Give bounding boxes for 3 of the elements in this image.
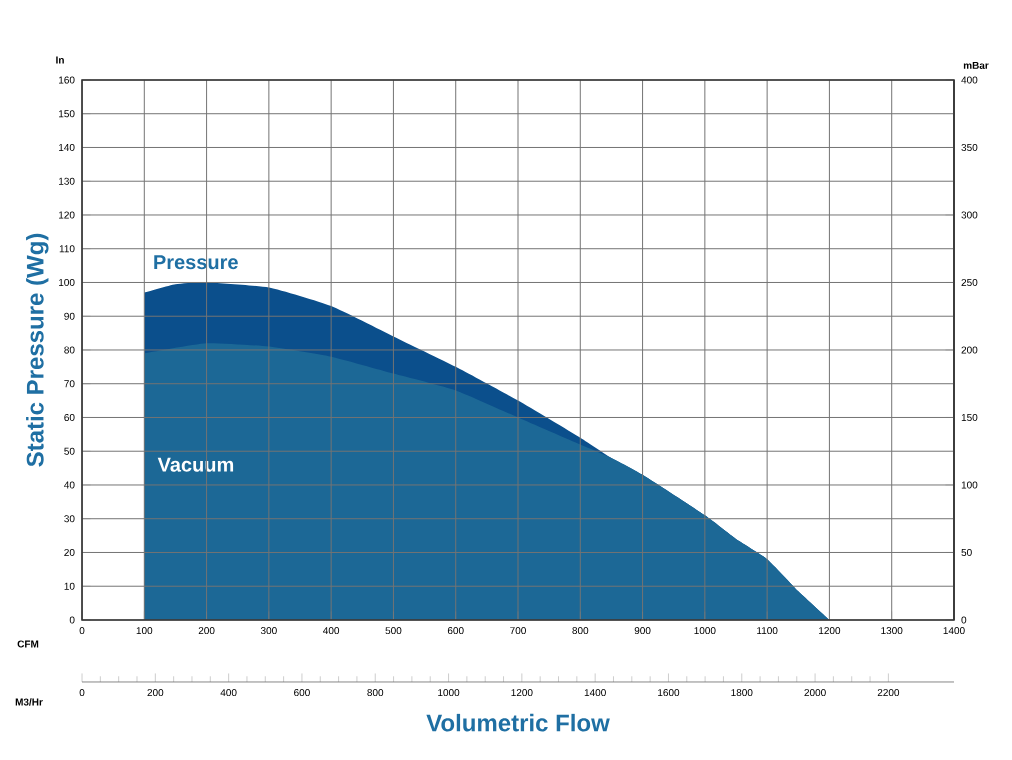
series-label: Vacuum [157, 457, 234, 472]
x-axis-title: Volumetric Flow [426, 713, 610, 732]
y-axis-title: Static Pressure (Wg) [26, 233, 49, 467]
